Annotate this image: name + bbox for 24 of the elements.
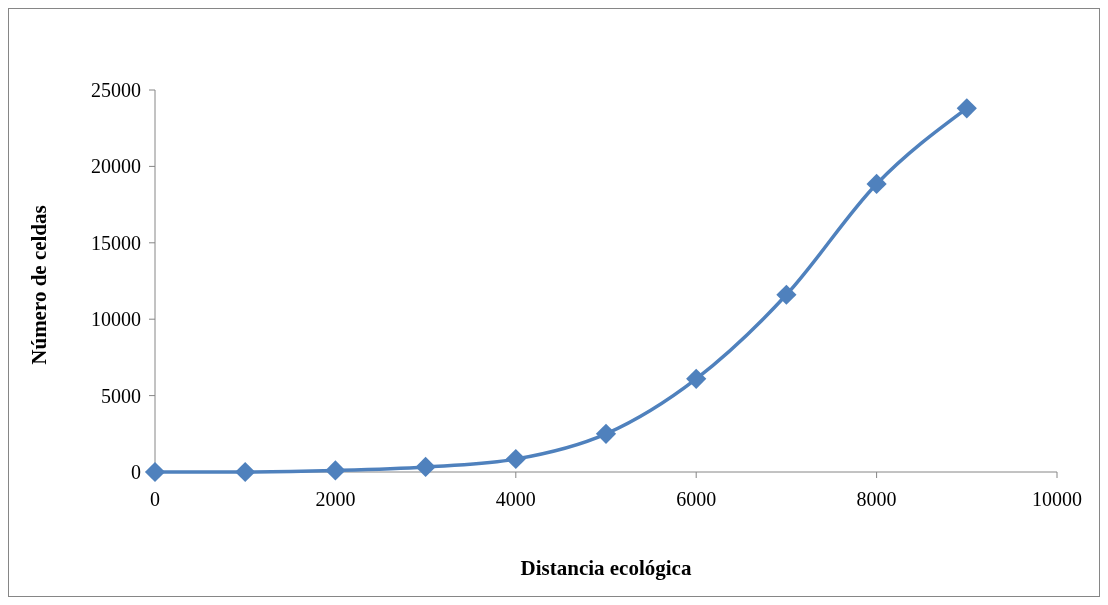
point — [235, 461, 256, 483]
y-tick-label: 25000 — [91, 79, 141, 101]
point — [505, 448, 526, 470]
point — [595, 423, 617, 444]
point — [866, 173, 887, 195]
x-tick-label: 0 — [150, 488, 160, 510]
y-tick-label: 0 — [131, 461, 141, 483]
y-tick-label: 15000 — [91, 231, 141, 254]
point — [776, 284, 797, 305]
point — [325, 460, 346, 481]
point — [415, 456, 436, 478]
x-axis-title: Distancia ecológica — [520, 556, 692, 580]
y-tick-label: 10000 — [91, 308, 141, 331]
x-tick-label: 10000 — [1032, 488, 1082, 510]
point — [956, 98, 977, 119]
point — [144, 461, 166, 483]
y-tick-label: 5000 — [101, 384, 141, 407]
x-tick-label: 2000 — [315, 488, 356, 510]
x-tick-label: 6000 — [676, 488, 717, 510]
y-tick-label: 20000 — [91, 155, 141, 178]
point — [686, 368, 707, 389]
x-tick-label: 4000 — [495, 488, 536, 510]
y-axis-title: Número de celdas — [27, 205, 51, 365]
x-tick-label: 8000 — [856, 488, 897, 510]
